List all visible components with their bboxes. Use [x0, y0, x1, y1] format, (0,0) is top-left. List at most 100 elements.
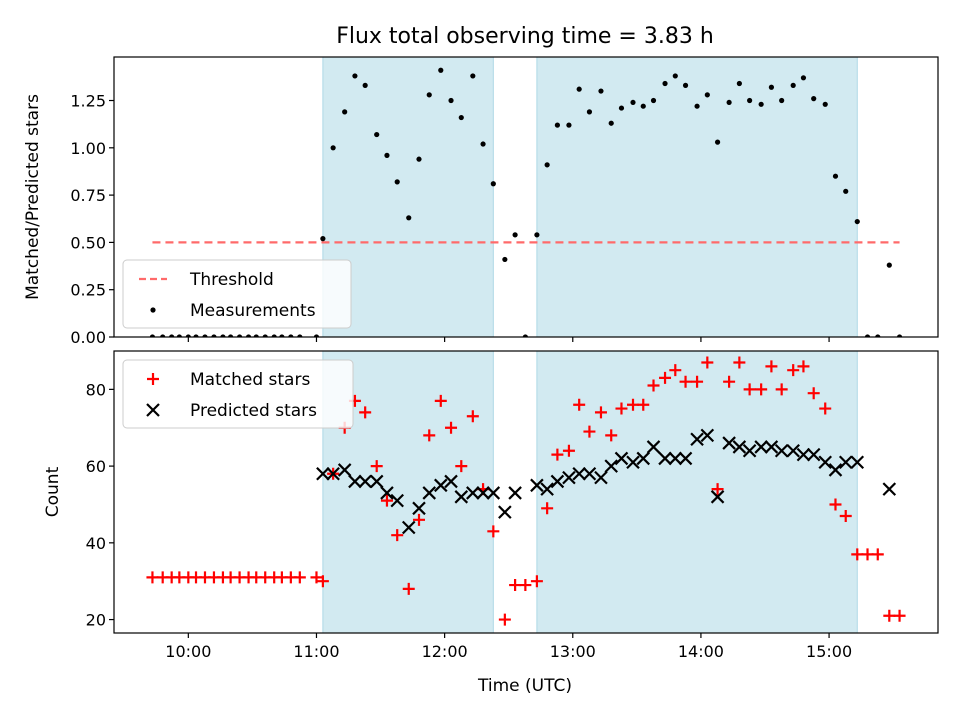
- data-point: [604, 459, 618, 473]
- data-point: [850, 455, 865, 470]
- data-point: [594, 406, 607, 419]
- y-tick-label: 20: [86, 611, 106, 630]
- data-point: [582, 466, 597, 481]
- data-point: [701, 356, 714, 369]
- data-point: [169, 334, 175, 337]
- data-point: [883, 609, 896, 622]
- data-point: [691, 375, 704, 388]
- data-point: [211, 334, 217, 337]
- data-point: [445, 421, 458, 434]
- data-point: [476, 486, 490, 500]
- data-point: [394, 179, 400, 185]
- data-point: [480, 141, 486, 147]
- data-point: [374, 131, 380, 138]
- data-point: [551, 448, 564, 461]
- data-point: [747, 97, 753, 104]
- data-point: [313, 334, 320, 337]
- data-point: [522, 334, 528, 337]
- data-point: [160, 334, 166, 337]
- data-point: [615, 402, 628, 415]
- data-point: [650, 97, 657, 104]
- y-tick-label: 0.25: [70, 281, 106, 300]
- data-point: [896, 334, 903, 337]
- data-point: [736, 80, 742, 87]
- data-point: [586, 109, 593, 115]
- data-point: [316, 466, 330, 481]
- data-point: [851, 548, 864, 561]
- data-point: [490, 181, 496, 187]
- data-point: [630, 99, 636, 106]
- data-point: [668, 451, 683, 466]
- data-point: [566, 122, 572, 128]
- data-point: [669, 364, 682, 377]
- data-point: [618, 105, 625, 111]
- data-point: [614, 451, 629, 466]
- data-point: [818, 455, 833, 470]
- data-point: [704, 92, 710, 98]
- data-point: [775, 383, 788, 396]
- data-point: [342, 109, 348, 115]
- data-point: [682, 82, 689, 88]
- data-point: [554, 122, 560, 128]
- x-tick-label: 11:00: [293, 642, 339, 661]
- data-point: [662, 80, 668, 87]
- data-point: [512, 232, 518, 238]
- y-axis-label: Count: [43, 466, 63, 517]
- data-point: [678, 451, 693, 466]
- data-point: [149, 334, 156, 337]
- data-point: [458, 114, 464, 121]
- data-point: [839, 509, 852, 522]
- data-point: [448, 97, 454, 104]
- y-axis-label: Matched/Predicted stars: [23, 94, 43, 300]
- data-point: [185, 334, 191, 337]
- data-point: [647, 379, 660, 392]
- legend-box: [122, 359, 354, 429]
- data-point: [519, 579, 532, 592]
- data-point: [253, 334, 259, 337]
- series-predicted-stars: [316, 428, 897, 535]
- data-point: [828, 463, 843, 477]
- data-point: [348, 474, 362, 489]
- x-tick-label: 14:00: [678, 642, 724, 661]
- data-point: [710, 490, 725, 504]
- y-tick-label: 0.50: [70, 233, 106, 252]
- data-point: [646, 440, 661, 454]
- y-tick-label: 80: [86, 380, 106, 399]
- data-point: [742, 443, 757, 458]
- data-point: [330, 145, 336, 151]
- y-tick-label: 0.00: [70, 328, 106, 347]
- data-point: [326, 466, 340, 481]
- shaded-interval-1: [536, 350, 858, 634]
- data-point: [608, 120, 614, 126]
- data-point: [444, 474, 458, 489]
- data-point: [829, 498, 842, 511]
- data-point: [583, 425, 596, 438]
- data-point: [786, 443, 800, 458]
- data-point: [819, 402, 832, 415]
- data-point: [679, 375, 692, 388]
- y-tick-label: 1.25: [70, 92, 106, 111]
- x-tick-label: 12:00: [422, 642, 468, 661]
- data-point: [768, 84, 775, 90]
- data-point: [658, 451, 672, 466]
- data-point: [434, 478, 448, 493]
- data-point: [743, 383, 756, 396]
- data-point: [811, 96, 817, 102]
- data-point: [893, 609, 906, 622]
- data-point: [412, 501, 426, 516]
- data-point: [573, 398, 586, 411]
- data-point: [886, 262, 892, 268]
- data-point: [572, 466, 586, 481]
- data-point: [700, 428, 715, 443]
- data-point: [807, 387, 820, 400]
- data-point: [502, 256, 508, 263]
- data-point: [422, 486, 437, 500]
- data-point: [822, 101, 828, 107]
- data-point: [380, 494, 393, 507]
- legend-label: Measurements: [190, 301, 316, 321]
- data-point: [358, 474, 372, 489]
- data-point: [864, 334, 871, 337]
- data-point: [800, 75, 807, 81]
- data-point: [530, 575, 543, 588]
